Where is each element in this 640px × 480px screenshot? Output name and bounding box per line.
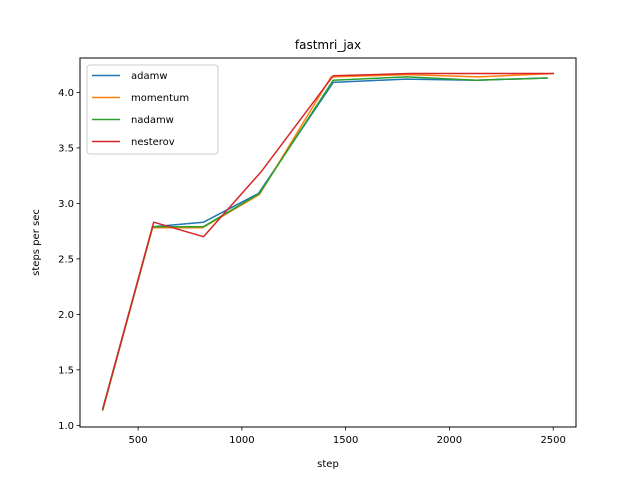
chart-title: fastmri_jax [295, 38, 361, 52]
series-line-momentum [101, 72, 554, 411]
plot-lines [101, 72, 554, 411]
series-line-nesterov [101, 72, 554, 410]
legend-label-nesterov: nesterov [131, 137, 175, 148]
x-tick-label: 1000 [229, 435, 254, 446]
x-tick-label: 500 [129, 435, 148, 446]
series-line-nadamw [101, 76, 548, 411]
legend-label-nadamw: nadamw [131, 115, 174, 126]
y-tick-label: 3.0 [58, 199, 74, 210]
y-axis-label: steps per sec [31, 209, 42, 276]
legend-label-momentum: momentum [131, 93, 189, 104]
x-tick-label: 2500 [540, 435, 565, 446]
x-tick-label: 2000 [437, 435, 462, 446]
y-tick-label: 4.0 [58, 88, 74, 99]
legend-box [86, 64, 219, 155]
y-tick-label: 2.5 [58, 254, 74, 265]
y-tick-label: 3.5 [58, 143, 74, 154]
y-axis: 1.0 1.5 2.0 2.5 3.0 3.5 4.0 [58, 88, 80, 432]
y-tick-label: 2.0 [58, 310, 74, 321]
x-axis-label: step [317, 459, 339, 470]
legend: adamw momentum nadamw nesterov [86, 64, 219, 155]
legend-label-adamw: adamw [131, 71, 168, 82]
x-tick-label: 1500 [333, 435, 358, 446]
y-tick-label: 1.5 [58, 365, 74, 376]
y-tick-label: 1.0 [58, 421, 74, 432]
axes-frame [79, 57, 577, 428]
x-axis: 500 1000 1500 2000 2500 [129, 427, 566, 446]
